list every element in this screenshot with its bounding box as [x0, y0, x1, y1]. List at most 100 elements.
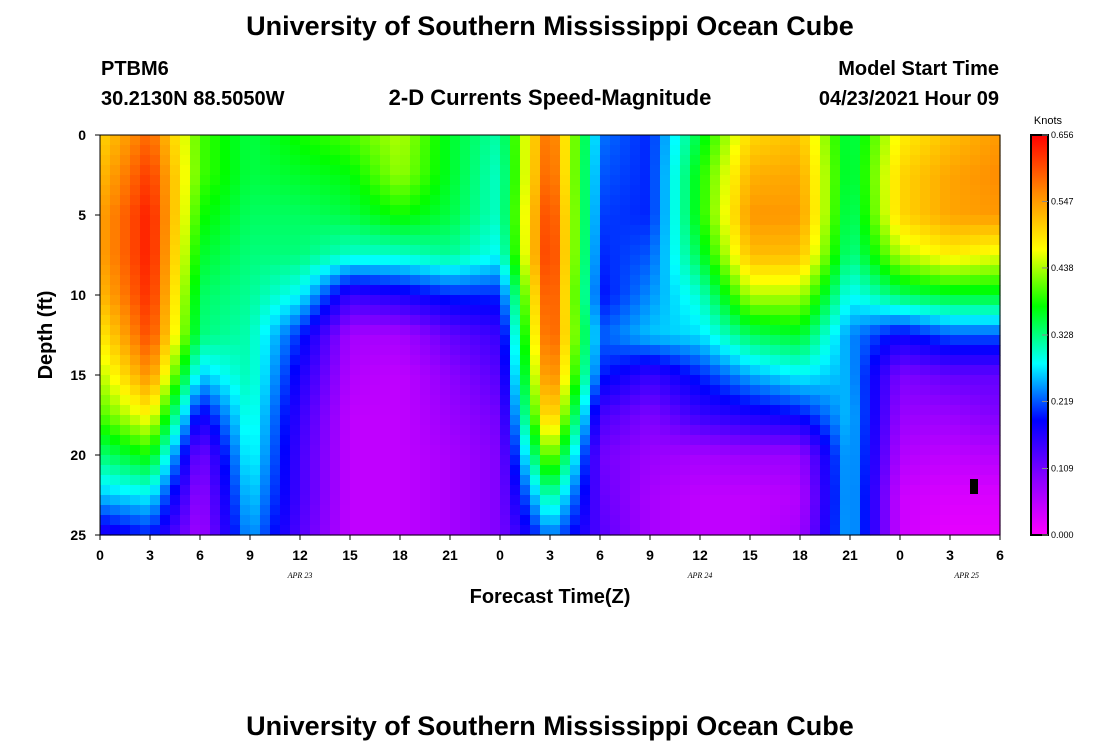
heatmap-cell	[240, 275, 251, 286]
heatmap-cell	[360, 165, 371, 176]
heatmap-cell	[810, 455, 821, 466]
heatmap-cell	[520, 505, 531, 516]
heatmap-cell	[790, 155, 801, 166]
heatmap-cell	[350, 185, 361, 196]
heatmap-cell	[280, 455, 291, 466]
heatmap-cell	[900, 295, 911, 306]
heatmap-cell	[130, 415, 141, 426]
heatmap-cell	[700, 225, 711, 236]
heatmap-cell	[170, 265, 181, 276]
heatmap-cell	[780, 255, 791, 266]
heatmap-cell	[270, 175, 281, 186]
heatmap-cell	[160, 445, 171, 456]
colorbar-tick-label: 0.547	[1051, 196, 1074, 206]
heatmap-cell	[980, 455, 991, 466]
heatmap-cell	[830, 145, 841, 156]
heatmap-cell	[960, 345, 971, 356]
heatmap-cell	[450, 245, 461, 256]
heatmap-cell	[920, 305, 931, 316]
heatmap-cell	[250, 215, 261, 226]
heatmap-cell	[770, 235, 781, 246]
heatmap-cell	[350, 155, 361, 166]
heatmap-cell	[820, 505, 831, 516]
heatmap-cell	[730, 185, 741, 196]
heatmap-cell	[260, 365, 271, 376]
heatmap-cell	[630, 175, 641, 186]
heatmap-cell	[780, 415, 791, 426]
heatmap-cell	[350, 445, 361, 456]
heatmap-cell	[620, 275, 631, 286]
heatmap-cell	[570, 235, 581, 246]
heatmap-cell	[900, 515, 911, 526]
heatmap-cell	[470, 305, 481, 316]
heatmap-cell	[410, 395, 421, 406]
heatmap-cell	[380, 465, 391, 476]
heatmap-cell	[850, 335, 861, 346]
heatmap-cell	[750, 135, 761, 146]
heatmap-cell	[270, 365, 281, 376]
heatmap-cell	[920, 515, 931, 526]
heatmap-cell	[620, 485, 631, 496]
heatmap-cell	[320, 185, 331, 196]
heatmap-cell	[250, 295, 261, 306]
heatmap-cell	[770, 325, 781, 336]
heatmap-cell	[790, 205, 801, 216]
heatmap-cell	[630, 335, 641, 346]
heatmap-cell	[210, 405, 221, 416]
heatmap-cell	[620, 155, 631, 166]
heatmap-cell	[620, 325, 631, 336]
heatmap-cell	[150, 295, 161, 306]
heatmap-cell	[540, 185, 551, 196]
heatmap-cell	[820, 475, 831, 486]
heatmap-cell	[180, 325, 191, 336]
heatmap-cell	[150, 235, 161, 246]
heatmap-cell	[110, 345, 121, 356]
heatmap-cell	[220, 375, 231, 386]
heatmap-cell	[530, 405, 541, 416]
heatmap-cell	[220, 355, 231, 366]
heatmap-cell	[590, 195, 601, 206]
heatmap-cell	[670, 475, 681, 486]
heatmap-cell	[770, 185, 781, 196]
heatmap-cell	[380, 485, 391, 496]
heatmap-cell	[930, 195, 941, 206]
heatmap-cell	[860, 225, 871, 236]
heatmap-cell	[660, 445, 671, 456]
heatmap-cell	[410, 445, 421, 456]
heatmap-cell	[530, 215, 541, 226]
heatmap-cell	[430, 255, 441, 266]
heatmap-cell	[260, 175, 271, 186]
heatmap-cell	[730, 205, 741, 216]
heatmap-cell	[540, 235, 551, 246]
heatmap-cell	[180, 305, 191, 316]
heatmap-cell	[440, 185, 451, 196]
heatmap-cell	[550, 335, 561, 346]
heatmap-cell	[330, 365, 341, 376]
heatmap-cell	[650, 285, 661, 296]
heatmap-cell	[310, 375, 321, 386]
heatmap-cell	[130, 515, 141, 526]
heatmap-cell	[940, 275, 951, 286]
heatmap-cell	[860, 175, 871, 186]
heatmap-cell	[450, 275, 461, 286]
heatmap-cell	[960, 375, 971, 386]
heatmap-cell	[780, 505, 791, 516]
heatmap-cell	[780, 395, 791, 406]
heatmap-cell	[820, 465, 831, 476]
heatmap-cell	[400, 365, 411, 376]
heatmap-cell	[380, 285, 391, 296]
heatmap-cell	[880, 445, 891, 456]
heatmap-cell	[230, 255, 241, 266]
heatmap-cell	[130, 525, 141, 536]
heatmap-cell	[220, 175, 231, 186]
heatmap-cell	[770, 305, 781, 316]
heatmap-cell	[130, 295, 141, 306]
heatmap-cell	[640, 255, 651, 266]
heatmap-cell	[590, 205, 601, 216]
heatmap-cell	[940, 285, 951, 296]
heatmap-cell	[510, 195, 521, 206]
heatmap-cell	[180, 465, 191, 476]
heatmap-cell	[600, 395, 611, 406]
heatmap-cell	[120, 245, 131, 256]
heatmap-cell	[580, 265, 591, 276]
